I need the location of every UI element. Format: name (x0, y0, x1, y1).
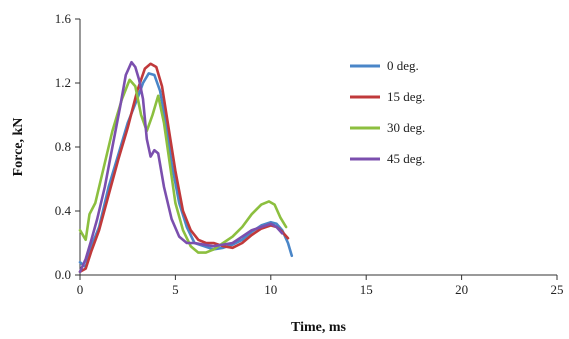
x-tick-label: 20 (455, 282, 468, 297)
series-lines (78, 60, 294, 274)
y-tick-label: 1.2 (55, 75, 71, 90)
y-tick-label: 0.8 (55, 139, 71, 154)
legend-label-3: 30 deg. (387, 120, 425, 135)
series-line-4 (78, 60, 284, 274)
axes (79, 19, 557, 276)
y-tick-label: 0.4 (55, 203, 72, 218)
legend-label-2: 15 deg. (387, 89, 425, 104)
x-axis-title: Time, ms (291, 320, 347, 335)
x-tick-label: 5 (172, 282, 179, 297)
y-ticks: 0.0 0.4 0.8 1.2 1.6 (55, 11, 80, 282)
series-line-1 (78, 72, 294, 269)
y-axis-title: Force, kN (11, 118, 26, 177)
legend-label-4: 45 deg. (387, 151, 425, 166)
x-tick-label: 15 (360, 282, 373, 297)
x-tick-label: 0 (77, 282, 84, 297)
x-tick-label: 10 (264, 282, 277, 297)
x-tick-label: 25 (551, 282, 564, 297)
y-tick-label: 0.0 (55, 267, 71, 282)
legend: 0 deg. 15 deg. 30 deg. 45 deg. (350, 58, 425, 166)
y-tick-label: 1.6 (55, 11, 72, 26)
x-ticks: 0 5 10 15 20 25 (77, 275, 564, 297)
series-line-2 (78, 62, 290, 274)
series-line-3 (78, 78, 288, 254)
legend-label-1: 0 deg. (387, 58, 419, 73)
